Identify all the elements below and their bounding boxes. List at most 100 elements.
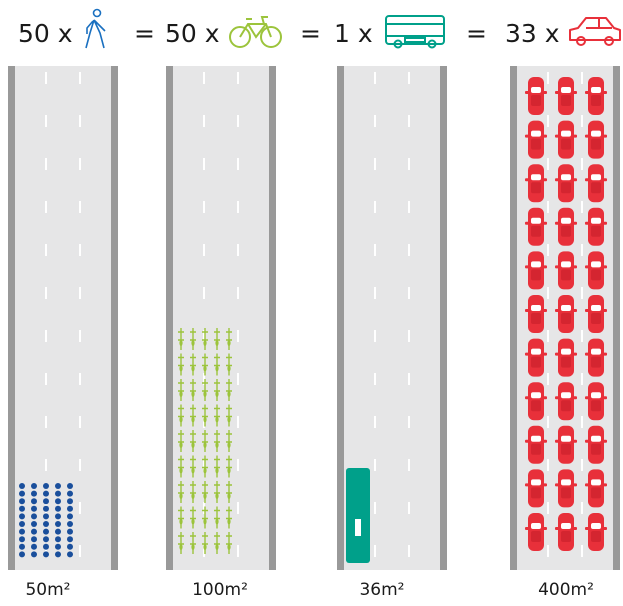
car-roof [591,356,601,368]
car-window [561,130,571,137]
area-label: 36m² [359,580,404,600]
pedestrian [67,521,73,527]
bicycle [227,467,231,474]
car-roof [591,400,601,412]
road-edge [440,66,447,570]
pedestrian [31,513,37,520]
pedestrian [19,536,25,543]
bicycle [203,340,207,346]
pedestrian [67,551,73,558]
pedestrian [43,490,49,497]
road-edge [269,66,276,570]
pedestrian [19,483,25,489]
pedestrian [31,521,37,527]
car-window [531,435,541,442]
car-roof [591,138,601,150]
car-roof [561,182,571,194]
bicycle [203,365,207,372]
pedestrian [55,498,61,505]
bicycle [215,391,219,397]
pedestrian [43,505,49,512]
car-roof [591,313,601,324]
pedestrian [55,536,61,543]
count: 33 x [505,19,560,48]
car-window [591,87,601,93]
count: 1 x [334,19,373,48]
car-roof [531,95,541,106]
bicycle [215,365,219,372]
pedestrian [19,543,25,550]
bicycle [227,493,231,499]
pedestrian [43,528,49,535]
car-window [531,305,541,311]
bicycle [191,391,195,397]
car-window [591,130,601,137]
bicycle [179,416,183,423]
car-window [591,217,601,224]
car-roof [561,313,571,324]
car-roof [561,356,571,368]
area-label: 400m² [538,580,594,600]
pedestrian [67,528,73,535]
car-window [591,392,601,399]
car-roof [591,531,601,542]
pedestrian [55,521,61,527]
car-roof [531,225,541,237]
pedestrian [31,551,37,558]
car-roof [561,138,571,150]
vehicles [19,77,607,563]
bicycle [227,365,231,372]
pedestrian [43,551,49,558]
bus-window [355,519,361,536]
bicycle [215,493,219,499]
road-edge [111,66,118,570]
bicycle [215,340,219,346]
car-window [561,261,571,268]
car-window [561,479,571,486]
pedestrian [19,521,25,527]
pedestrian [67,536,73,543]
area-label: 50m² [25,580,70,600]
car-window [531,217,541,224]
car-roof [561,487,571,499]
pedestrian [55,528,61,535]
bicycle [203,493,207,499]
car-window [591,305,601,311]
pedestrian [19,490,25,497]
car-roof [561,443,571,455]
pedestrian [67,543,73,550]
bicycle [191,544,195,550]
car-window [591,523,601,529]
bicycle [203,442,207,448]
bicycle [227,518,231,525]
car-window [561,348,571,355]
car-window [561,217,571,224]
pedestrian [31,536,37,543]
bicycle [227,416,231,423]
pedestrian [43,498,49,505]
pedestrian [43,543,49,550]
car-window [531,523,541,529]
pedestrian [55,483,61,489]
car-roof [531,443,541,455]
car-icon [569,17,621,46]
car-window [561,435,571,442]
bicycle [215,518,219,525]
bicycle [179,365,183,372]
separator: = [300,19,321,48]
pedestrian [19,498,25,505]
car-window [561,392,571,399]
area-label: 100m² [192,580,248,600]
car-roof [561,269,571,281]
bicycle [179,391,183,397]
bicycle [227,391,231,397]
pedestrian [19,551,25,558]
car-window [591,479,601,486]
car-window [561,87,571,93]
bicycle [179,467,183,474]
pedestrian [55,505,61,512]
count: 50 x [165,19,220,48]
car-roof [591,225,601,237]
car-roof [591,269,601,281]
car-roof [591,95,601,106]
